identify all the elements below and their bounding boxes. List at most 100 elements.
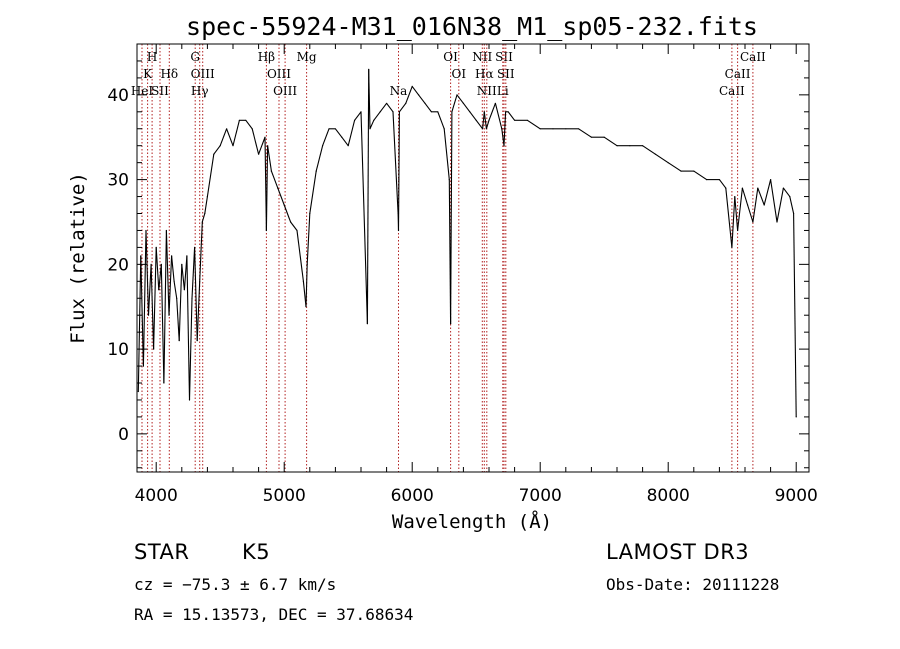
x-tick-label: 9000	[775, 486, 818, 506]
flux-segment	[770, 179, 778, 223]
line-label-11: Mg	[297, 50, 317, 64]
line-label-13: OI	[443, 50, 458, 64]
flux-segment	[290, 221, 298, 231]
flux-segment	[306, 213, 311, 265]
redshift-velocity: cz = −75.3 ± 6.7 km/s	[134, 575, 337, 594]
line-label-14: OI	[452, 67, 467, 81]
object-class: STAR	[134, 540, 190, 564]
line-label-19: SII	[497, 67, 515, 81]
flux-segment	[245, 119, 253, 130]
flux-segment	[793, 213, 797, 417]
flux-segment	[369, 120, 375, 130]
x-tick-label: 6000	[391, 486, 434, 506]
flux-segment	[201, 213, 206, 223]
flux-segment	[411, 86, 420, 96]
flux-segment	[145, 230, 150, 316]
flux-segment	[194, 247, 198, 341]
flux-segment	[137, 255, 142, 392]
flux-segment	[418, 94, 426, 104]
observation-date: Obs-Date: 20111228	[606, 575, 780, 594]
flux-segment	[527, 119, 541, 130]
line-label-9: OIII	[267, 67, 291, 81]
flux-segment	[315, 145, 324, 172]
line-label-23: CaII	[740, 50, 766, 64]
flux-segment	[757, 187, 765, 206]
flux-segment	[368, 69, 371, 129]
flux-segment	[283, 204, 292, 223]
flux-segment	[354, 111, 362, 121]
flux-segment	[718, 179, 727, 189]
flux-segment	[206, 154, 215, 197]
x-tick-label: 5000	[263, 486, 306, 506]
line-label-1: H	[147, 50, 157, 64]
line-label-21: CaII	[719, 84, 745, 98]
flux-segment	[503, 111, 507, 146]
flux-segment	[150, 264, 155, 350]
flux-segment	[398, 102, 407, 113]
flux-segment	[693, 170, 707, 181]
line-label-17: NII	[477, 84, 497, 98]
flux-segment	[475, 119, 484, 130]
flux-segment	[655, 153, 669, 164]
line-label-12: Na	[390, 84, 408, 98]
line-label-7: Hγ	[191, 84, 209, 98]
line-label-0: K	[143, 67, 153, 81]
flux-segment	[379, 102, 388, 113]
x-tick-label: 4000	[135, 486, 178, 506]
line-label-5: G	[190, 50, 200, 64]
flux-segment	[373, 111, 381, 121]
survey-name: LAMOST DR3	[606, 540, 750, 564]
flux-segment	[462, 102, 471, 113]
line-label-22: CaII	[725, 67, 751, 81]
flux-segment	[188, 298, 193, 401]
flux-segment	[763, 179, 772, 206]
flux-segment	[232, 120, 240, 146]
y-tick-label: 20	[107, 255, 129, 275]
flux-segment	[752, 188, 759, 223]
y-tick-label: 0	[118, 425, 129, 445]
flux-segment	[265, 145, 269, 231]
x-tick-label: 8000	[647, 486, 690, 506]
flux-segment	[277, 187, 285, 206]
line-label-8: Hβ	[258, 50, 275, 64]
flux-segment	[488, 103, 496, 121]
flux-segment	[302, 281, 307, 307]
flux-segment	[163, 230, 167, 384]
line-label-18: SII	[495, 50, 513, 64]
flux-segment	[603, 136, 618, 147]
plot-frame	[136, 43, 810, 473]
flux-segment	[219, 128, 228, 146]
flux-segment	[213, 145, 221, 155]
flux-segment	[782, 187, 791, 197]
flux-segment	[176, 298, 180, 341]
flux-segment	[341, 136, 349, 147]
flux-segment	[494, 103, 503, 129]
y-tick-label: 30	[107, 171, 129, 191]
flux-segment	[451, 94, 458, 112]
flux-segment	[270, 170, 279, 189]
flux-segment	[482, 111, 485, 129]
flux-segment	[747, 204, 754, 223]
flux-segment	[456, 94, 464, 104]
flux-segment	[226, 128, 234, 146]
line-label-10: OIII	[273, 84, 297, 98]
ra-dec: RA = 15.13573, DEC = 37.68634	[134, 605, 414, 624]
flux-segment	[405, 86, 413, 104]
object-subclass: K5	[242, 540, 271, 564]
flux-segment	[173, 281, 178, 299]
flux-segment	[140, 255, 144, 367]
flux-segment	[165, 230, 170, 316]
flux-segment	[204, 196, 208, 214]
flux-segment	[296, 230, 304, 282]
flux-segment	[251, 128, 260, 155]
flux-point	[795, 416, 797, 418]
flux-segment	[507, 111, 516, 121]
line-label-2: HeI	[131, 84, 154, 98]
flux-segment	[347, 120, 356, 146]
line-label-16: Hα	[475, 67, 494, 81]
line-label-15: NII	[472, 50, 492, 64]
flux-segment	[386, 102, 394, 113]
flux-segment	[392, 111, 399, 214]
flux-segment	[334, 128, 343, 138]
